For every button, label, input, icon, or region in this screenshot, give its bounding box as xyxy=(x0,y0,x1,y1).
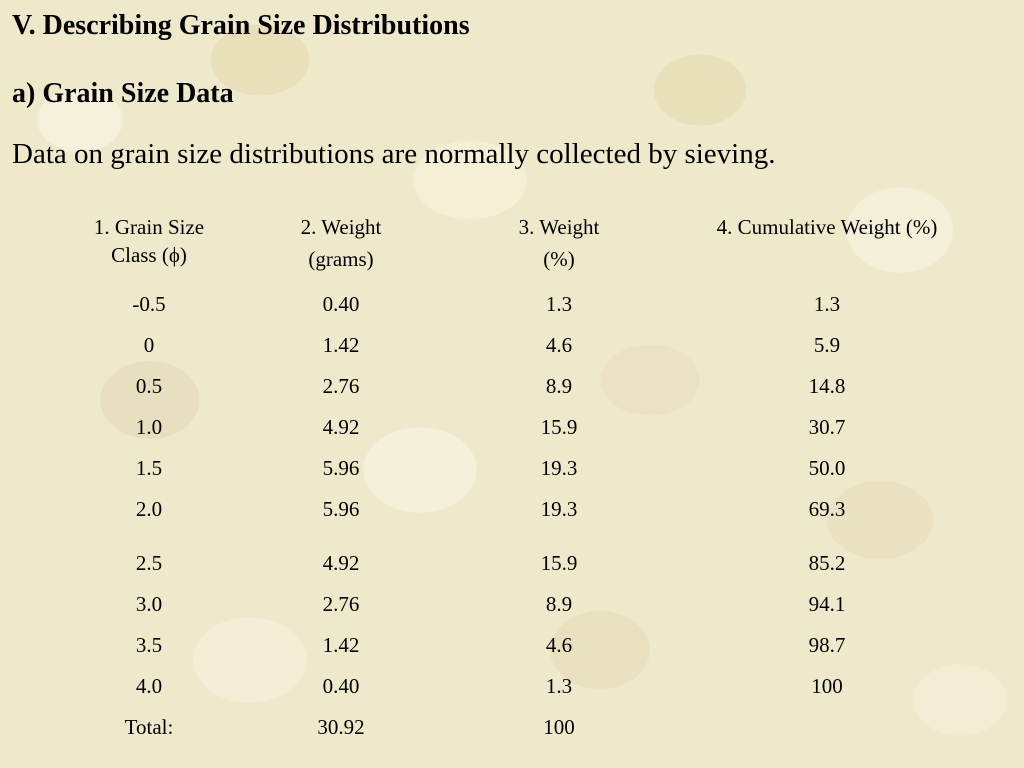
table-cell: 50.0 xyxy=(808,456,846,480)
table-cell: 19.3 xyxy=(540,497,578,521)
table-cell: 3.0 xyxy=(135,592,163,616)
table-cell: 69.3 xyxy=(808,497,846,521)
table-cell: 0.40 xyxy=(322,292,360,316)
table-cell: 0.5 xyxy=(135,374,163,398)
table-cell: 30.7 xyxy=(808,415,846,439)
table-cell: 2.76 xyxy=(322,592,360,616)
table-cell: 8.9 xyxy=(545,592,573,616)
table-cell: 2.76 xyxy=(322,374,360,398)
column-header: (grams) xyxy=(308,247,374,271)
table-cell: 1.42 xyxy=(322,633,360,657)
column-header: 1. Grain Size xyxy=(93,215,205,239)
column-header: Class (ϕ) xyxy=(111,243,187,267)
table-cell: 5.9 xyxy=(813,333,841,357)
table-cell: 1.3 xyxy=(545,674,573,698)
table-cell: -0.5 xyxy=(132,292,166,316)
column-header: 2. Weight xyxy=(300,215,382,239)
column-header: 3. Weight xyxy=(518,215,600,239)
table-cell: 1.3 xyxy=(813,292,841,316)
table-cell: 30.92 xyxy=(317,715,365,739)
table-cell: 2.0 xyxy=(135,497,163,521)
intro-text: Data on grain size distributions are nor… xyxy=(12,138,776,170)
table-cell: 100 xyxy=(543,715,575,739)
table-cell: 5.96 xyxy=(322,497,360,521)
table-cell: 15.9 xyxy=(540,415,578,439)
title: V. Describing Grain Size Distributions xyxy=(12,10,470,41)
table-cell: 1.3 xyxy=(545,292,573,316)
table-cell: 2.5 xyxy=(135,551,163,575)
table-cell: 1.42 xyxy=(322,333,360,357)
table-cell: 1.5 xyxy=(135,456,163,480)
table-cell: 4.6 xyxy=(545,633,573,657)
table-cell: 14.8 xyxy=(808,374,846,398)
table-cell: 5.96 xyxy=(322,456,360,480)
table-cell: 98.7 xyxy=(808,633,846,657)
column-header: 4. Cumulative Weight (%) xyxy=(716,215,938,239)
column-header: (%) xyxy=(543,247,575,271)
table-cell: 15.9 xyxy=(540,551,578,575)
table-cell: Total: xyxy=(124,715,174,739)
table-cell: 4.92 xyxy=(322,415,360,439)
table-cell: 4.6 xyxy=(545,333,573,357)
table-cell: 4.0 xyxy=(135,674,163,698)
table-cell: 85.2 xyxy=(808,551,846,575)
table-cell: 100 xyxy=(811,674,843,698)
table-cell: 3.5 xyxy=(135,633,163,657)
table-cell: 4.92 xyxy=(322,551,360,575)
table-cell: 19.3 xyxy=(540,456,578,480)
table-cell: 0.40 xyxy=(322,674,360,698)
table-cell: 1.0 xyxy=(135,415,163,439)
table-cell: 8.9 xyxy=(545,374,573,398)
table-cell: 0 xyxy=(143,333,155,357)
subtitle: a) Grain Size Data xyxy=(12,78,234,109)
table-cell: 94.1 xyxy=(808,592,846,616)
